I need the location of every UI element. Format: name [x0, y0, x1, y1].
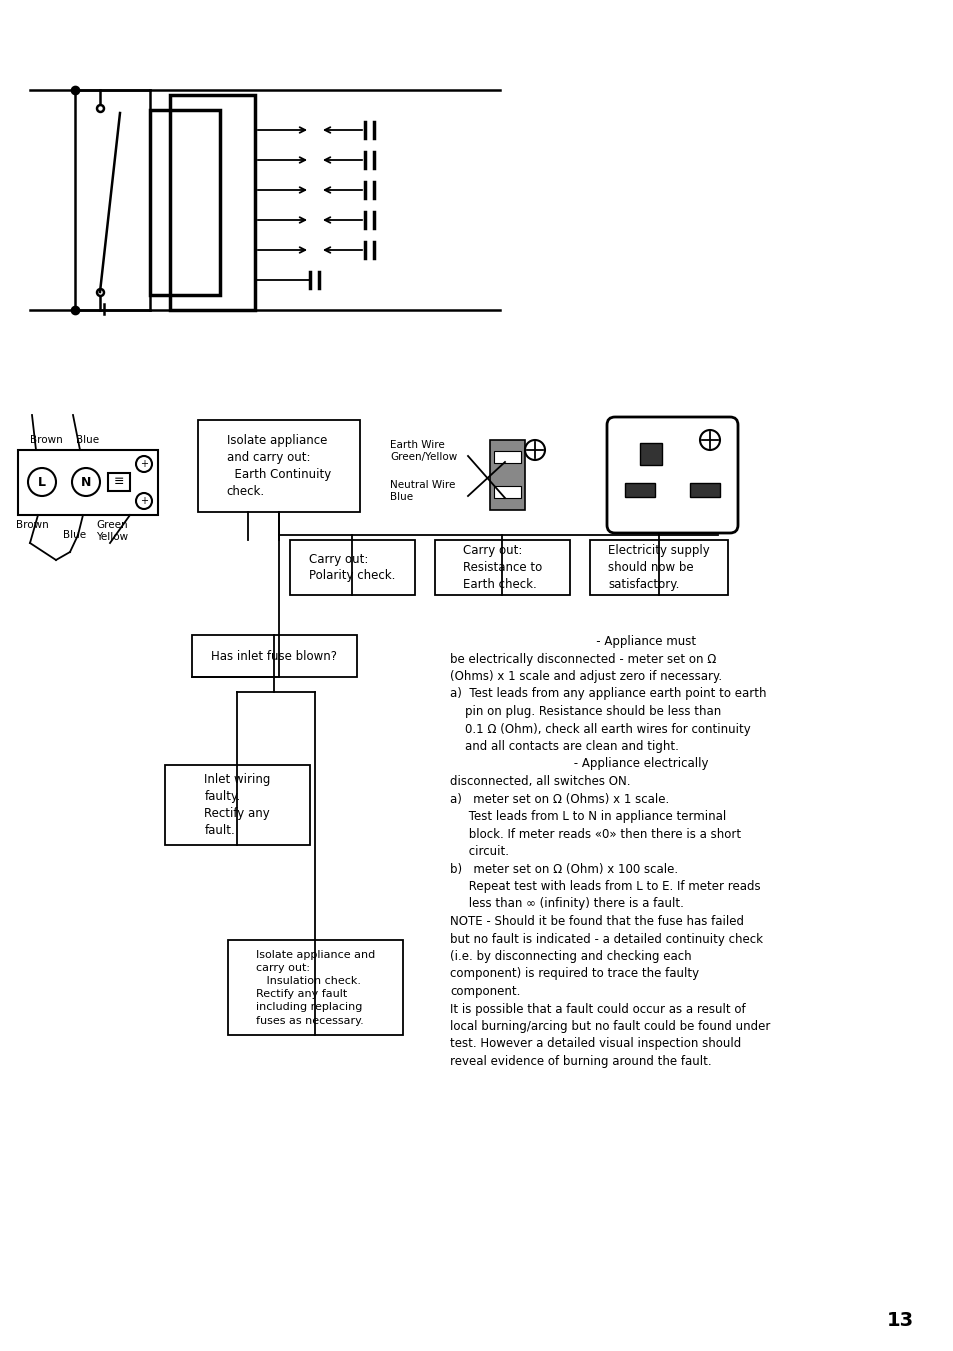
FancyBboxPatch shape: [435, 540, 569, 594]
Text: local burning/arcing but no fault could be found under: local burning/arcing but no fault could …: [450, 1020, 770, 1034]
Text: Blue: Blue: [76, 435, 99, 444]
Text: Isolate appliance and
carry out:
   Insulation check.
Rectify any fault
includin: Isolate appliance and carry out: Insulat…: [255, 950, 375, 1025]
Text: test. However a detailed visual inspection should: test. However a detailed visual inspecti…: [450, 1038, 740, 1051]
Text: It is possible that a fault could occur as a result of: It is possible that a fault could occur …: [450, 1002, 745, 1016]
Text: Electricity supply
should now be
satisfactory.: Electricity supply should now be satisfa…: [607, 544, 709, 590]
Text: reveal evidence of burning around the fault.: reveal evidence of burning around the fa…: [450, 1055, 711, 1069]
Text: Earth Wire: Earth Wire: [390, 440, 444, 450]
Text: NOTE - Should it be found that the fuse has failed: NOTE - Should it be found that the fuse …: [450, 915, 743, 928]
Text: block. If meter reads «0» then there is a short: block. If meter reads «0» then there is …: [450, 828, 740, 840]
Text: a)   meter set on Ω (Ohms) x 1 scale.: a) meter set on Ω (Ohms) x 1 scale.: [450, 793, 669, 805]
Text: Carry out:
Resistance to
Earth check.: Carry out: Resistance to Earth check.: [462, 544, 541, 590]
Text: Repeat test with leads from L to E. If meter reads: Repeat test with leads from L to E. If m…: [450, 880, 760, 893]
Text: Isolate appliance
and carry out:
  Earth Continuity
check.: Isolate appliance and carry out: Earth C…: [227, 434, 331, 499]
Text: but no fault is indicated - a detailed continuity check: but no fault is indicated - a detailed c…: [450, 932, 762, 946]
Text: Blue: Blue: [63, 530, 86, 540]
Text: Green/Yellow: Green/Yellow: [390, 453, 456, 462]
FancyBboxPatch shape: [18, 450, 158, 515]
FancyBboxPatch shape: [689, 484, 720, 497]
FancyBboxPatch shape: [494, 486, 520, 499]
Text: 0.1 Ω (Ohm), check all earth wires for continuity: 0.1 Ω (Ohm), check all earth wires for c…: [450, 723, 750, 735]
Text: pin on plug. Resistance should be less than: pin on plug. Resistance should be less t…: [450, 705, 720, 717]
FancyBboxPatch shape: [624, 484, 655, 497]
Text: less than ∞ (infinity) there is a fault.: less than ∞ (infinity) there is a fault.: [450, 897, 683, 911]
Text: Has inlet fuse blown?: Has inlet fuse blown?: [212, 650, 337, 662]
Text: 13: 13: [885, 1310, 913, 1329]
Text: Neutral Wire: Neutral Wire: [390, 480, 455, 490]
Text: component) is required to trace the faulty: component) is required to trace the faul…: [450, 967, 699, 981]
Text: Carry out:
Polarity check.: Carry out: Polarity check.: [309, 553, 395, 582]
FancyBboxPatch shape: [150, 109, 220, 295]
Text: ≡: ≡: [113, 476, 124, 489]
FancyBboxPatch shape: [198, 420, 359, 512]
Text: Blue: Blue: [390, 492, 413, 503]
Text: - Appliance electrically: - Appliance electrically: [450, 758, 708, 770]
Text: and all contacts are clean and tight.: and all contacts are clean and tight.: [450, 740, 679, 753]
Text: Green
Yellow: Green Yellow: [96, 520, 128, 542]
Text: (Ohms) x 1 scale and adjust zero if necessary.: (Ohms) x 1 scale and adjust zero if nece…: [450, 670, 721, 684]
FancyBboxPatch shape: [494, 451, 520, 463]
FancyBboxPatch shape: [490, 440, 524, 509]
FancyBboxPatch shape: [589, 540, 727, 594]
Text: circuit.: circuit.: [450, 844, 509, 858]
Text: component.: component.: [450, 985, 519, 998]
Text: a)  Test leads from any appliance earth point to earth: a) Test leads from any appliance earth p…: [450, 688, 765, 701]
FancyBboxPatch shape: [228, 940, 402, 1035]
FancyBboxPatch shape: [165, 765, 310, 844]
Text: Brown: Brown: [16, 520, 49, 530]
FancyBboxPatch shape: [606, 417, 738, 534]
FancyBboxPatch shape: [192, 635, 356, 677]
Text: +: +: [140, 459, 148, 469]
Text: (i.e. by disconnecting and checking each: (i.e. by disconnecting and checking each: [450, 950, 691, 963]
Text: be electrically disconnected - meter set on Ω: be electrically disconnected - meter set…: [450, 653, 716, 666]
Text: Test leads from L to N in appliance terminal: Test leads from L to N in appliance term…: [450, 811, 725, 823]
Text: b)   meter set on Ω (Ohm) x 100 scale.: b) meter set on Ω (Ohm) x 100 scale.: [450, 862, 678, 875]
Text: - Appliance must: - Appliance must: [450, 635, 696, 648]
Text: N: N: [81, 476, 91, 489]
Text: disconnected, all switches ON.: disconnected, all switches ON.: [450, 775, 630, 788]
Text: Brown: Brown: [30, 435, 63, 444]
Text: L: L: [38, 476, 46, 489]
Text: +: +: [140, 496, 148, 507]
Text: Inlet wiring
faulty.
Rectify any
fault.: Inlet wiring faulty. Rectify any fault.: [204, 773, 271, 838]
FancyBboxPatch shape: [290, 540, 415, 594]
FancyBboxPatch shape: [639, 443, 661, 465]
